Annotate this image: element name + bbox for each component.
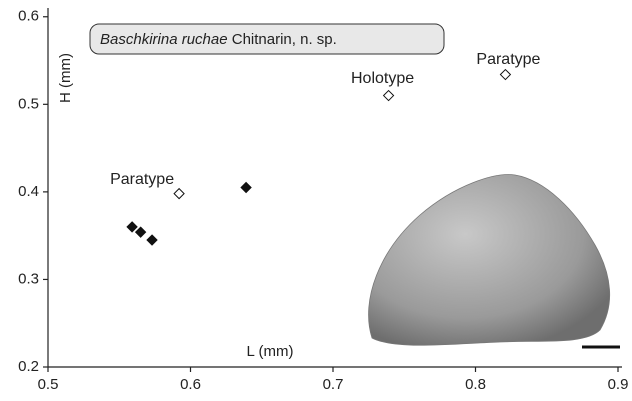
data-point [173,187,185,200]
specimen-image [368,174,611,346]
data-point [126,221,138,233]
x-tick-label: 0.7 [323,376,344,393]
x-tick-label: 0.5 [38,376,59,393]
x-axis-label: L (mm) [247,343,294,360]
data-point [134,226,147,238]
title-italic: Baschkirina ruchae [100,31,228,48]
chart-title: Baschkirina ruchae Chitnarin, n. sp. [100,31,337,48]
point-label: Paratype [110,171,174,188]
data-point [382,89,395,102]
x-tick-label: 0.6 [180,376,201,393]
data-point [499,68,512,81]
point-label: Paratype [476,51,540,68]
y-tick-label: 0.3 [18,270,39,287]
point-label: Holotype [351,70,414,87]
data-point [146,234,158,246]
data-point [240,181,252,194]
y-tick-label: 0.4 [18,183,39,200]
x-tick-label: 0.9 [608,376,629,393]
y-axis-label: H (mm) [57,53,74,103]
title-plain: Chitnarin, n. sp. [232,31,337,48]
y-tick-label: 0.5 [18,95,39,112]
x-tick-label: 0.8 [465,376,486,393]
y-tick-label: 0.6 [18,8,39,25]
title-box [89,23,445,55]
y-tick-label: 0.2 [18,358,39,375]
